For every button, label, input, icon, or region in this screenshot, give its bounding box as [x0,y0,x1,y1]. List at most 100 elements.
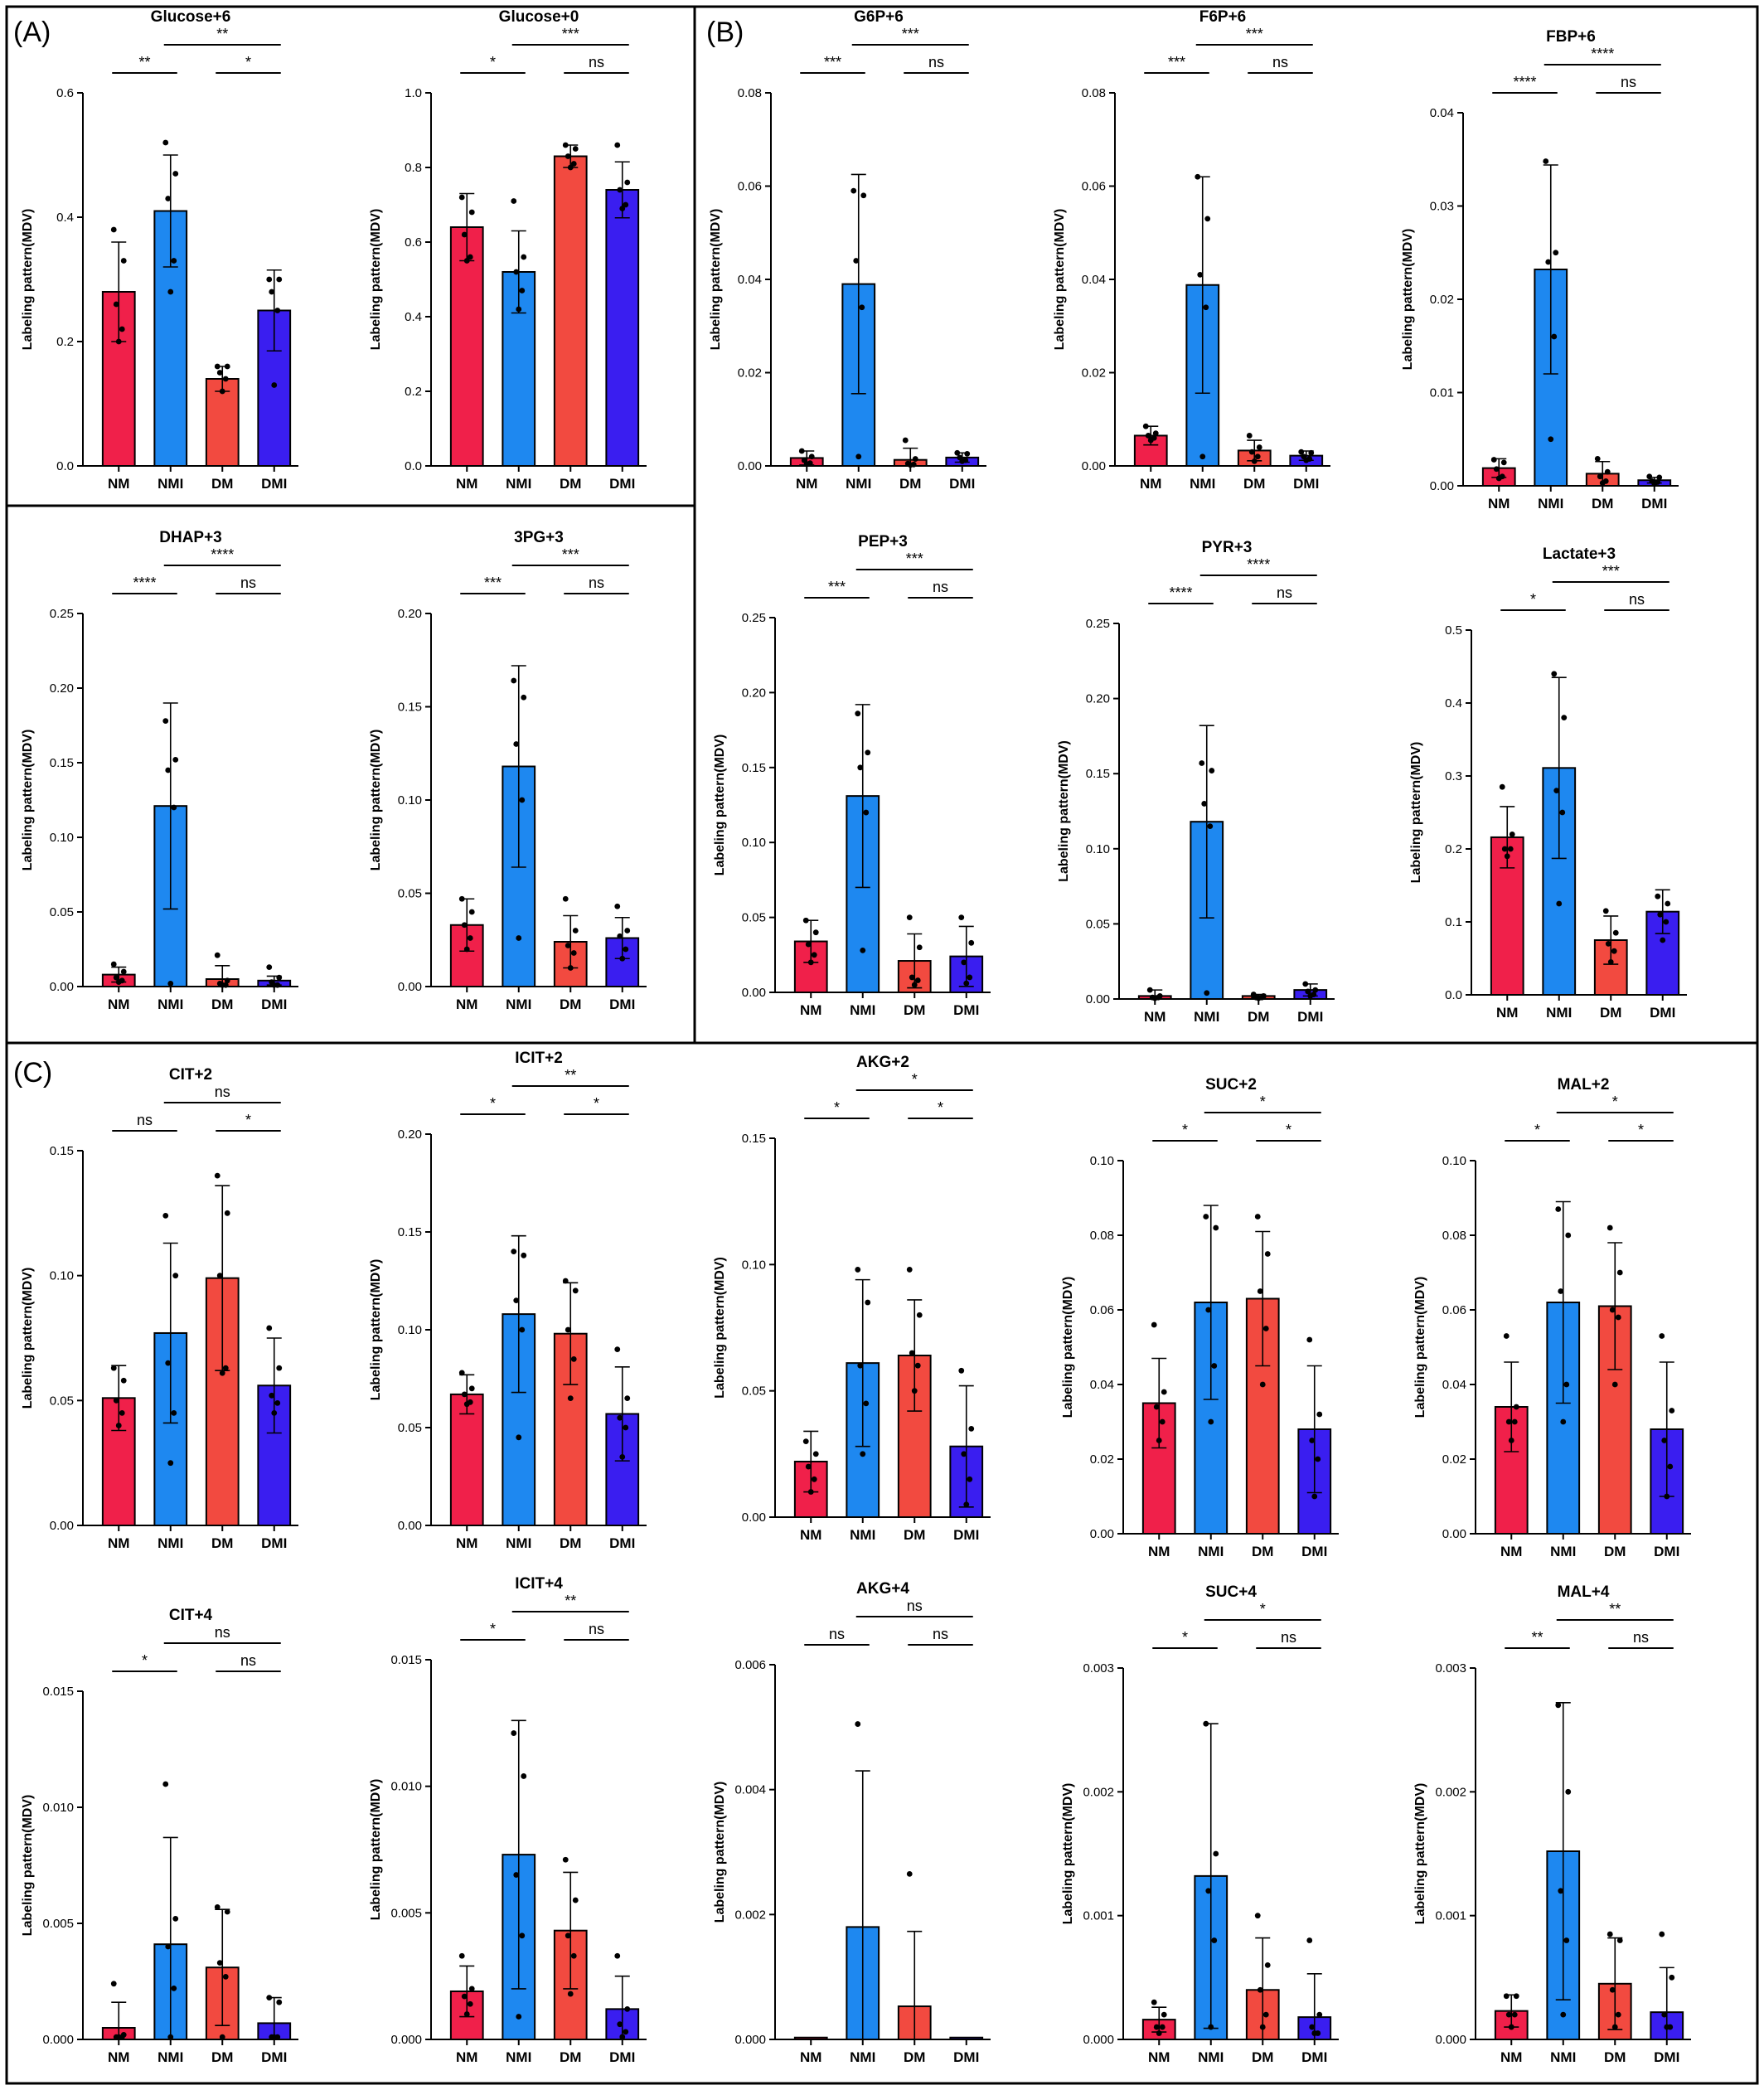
significance-label: ns [240,575,256,591]
data-point [1203,1720,1209,1727]
x-tick-label: DM [1604,2049,1626,2065]
y-tick-label: 0.00 [1442,1527,1466,1541]
data-point [1264,1962,1271,1968]
data-point [513,269,520,275]
data-point [1616,1269,1623,1276]
data-point [1599,480,1606,487]
data-point [461,922,468,929]
y-tick-label: 0.10 [742,1258,766,1272]
significance-label: * [1534,1122,1540,1138]
x-tick-label: DMI [261,997,287,1012]
data-point [274,308,281,313]
data-point [807,959,814,966]
significance-label: * [1182,1122,1188,1138]
data-point [570,950,577,956]
data-point [1659,1931,1665,1937]
y-tick-label: 0.25 [50,607,74,621]
significance-label: **** [133,575,156,591]
data-point [916,944,923,951]
significance-label: **** [1591,46,1614,62]
data-point [1565,1232,1572,1239]
data-point [511,198,517,204]
chart-panel: 3PG+3 Labeling pattern(MDV) 0.00 0.05 0.10 0.… [369,529,647,1012]
data-point [1611,2024,1618,2030]
data-point [1505,2011,1512,2018]
data-point [619,955,626,962]
data-point [1594,455,1601,462]
x-tick-label: DM [560,476,581,492]
data-point [968,939,975,946]
data-point [562,895,569,902]
y-tick-label: 0.2 [56,335,74,349]
y-tick-label: 0.00 [1090,1527,1114,1541]
data-point [1560,2011,1567,2018]
y-axis-label: Labeling pattern(MDV) [21,1795,35,1937]
y-tick-label: 0.02 [1442,1452,1466,1467]
data-point [614,903,621,909]
y-tick-label: 0.10 [1090,1154,1114,1168]
data-point [171,804,177,811]
data-point [1513,1404,1519,1410]
y-tick-label: 0.04 [1090,1378,1114,1392]
y-tick-label: 0.04 [1082,273,1106,287]
data-point [567,1395,574,1401]
chart-title: SUC+2 [1205,1076,1257,1093]
data-point [167,2034,174,2040]
y-tick-label: 0.2 [1445,842,1462,856]
data-point [1606,1224,1613,1231]
data-point [1553,250,1559,256]
y-tick-label: 0.000 [42,2033,74,2047]
data-point [860,947,866,953]
significance-label: *** [562,546,579,563]
data-point [567,164,574,171]
data-point [1597,473,1603,480]
significance-label: * [245,1112,251,1128]
data-point [167,981,174,987]
significance-label: ns [589,54,604,70]
x-tick-label: NM [1144,1009,1166,1025]
y-tick-label: 0.08 [1442,1229,1466,1243]
x-tick-label: DM [211,1535,233,1551]
data-point [1248,449,1255,455]
x-tick-label: DMI [1654,2049,1679,2065]
data-point [113,974,119,981]
y-axis-label: Labeling pattern(MDV) [1057,740,1071,882]
chart-title: AKG+2 [856,1054,909,1071]
x-tick-label: DM [211,997,233,1012]
y-tick-label: 0.000 [390,2033,422,2047]
data-point [1201,801,1208,807]
x-tick-label: DMI [261,476,287,492]
y-tick-label: 0.04 [1442,1378,1466,1392]
data-point [165,1943,172,1950]
y-tick-label: 0.4 [1445,696,1462,710]
significance-label: ** [565,1593,576,1609]
y-tick-label: 0.10 [1086,842,1110,856]
data-point [855,1721,861,1727]
data-point [912,456,918,462]
chart-panel: PYR+3 Labeling pattern(MDV) 0.00 0.05 0.10 0.… [1057,539,1335,1025]
x-tick-label: DM [560,997,581,1012]
chart-title: PEP+3 [858,533,908,550]
data-point [855,710,861,717]
x-tick-label: NM [108,997,129,1012]
data-point [511,1730,517,1736]
data-point [1664,1493,1670,1500]
chart-panel: CIT+4 Labeling pattern(MDV) 0.000 0.005 0.01… [21,1607,298,2065]
significance-label: * [1638,1122,1644,1138]
data-point [1660,937,1666,943]
y-tick-label: 0.15 [50,1144,74,1158]
data-point [115,1423,122,1428]
data-point [614,1346,621,1352]
section-label-a: (A) [13,17,51,48]
data-point [1311,1493,1318,1500]
significance-label: *** [1168,54,1185,70]
x-tick-label: DMI [609,1535,635,1551]
data-point [516,1434,522,1441]
data-point [805,941,812,948]
data-point [1309,2024,1316,2030]
data-point [617,187,623,193]
chart-panels: Glucose+6 Labeling pattern(MDV) 0.0 0.2 0.4 0… [21,8,1691,2065]
y-tick-label: 0.000 [734,2033,766,2047]
y-tick-label: 0.00 [1082,459,1106,473]
y-tick-label: 0.0 [405,459,422,473]
